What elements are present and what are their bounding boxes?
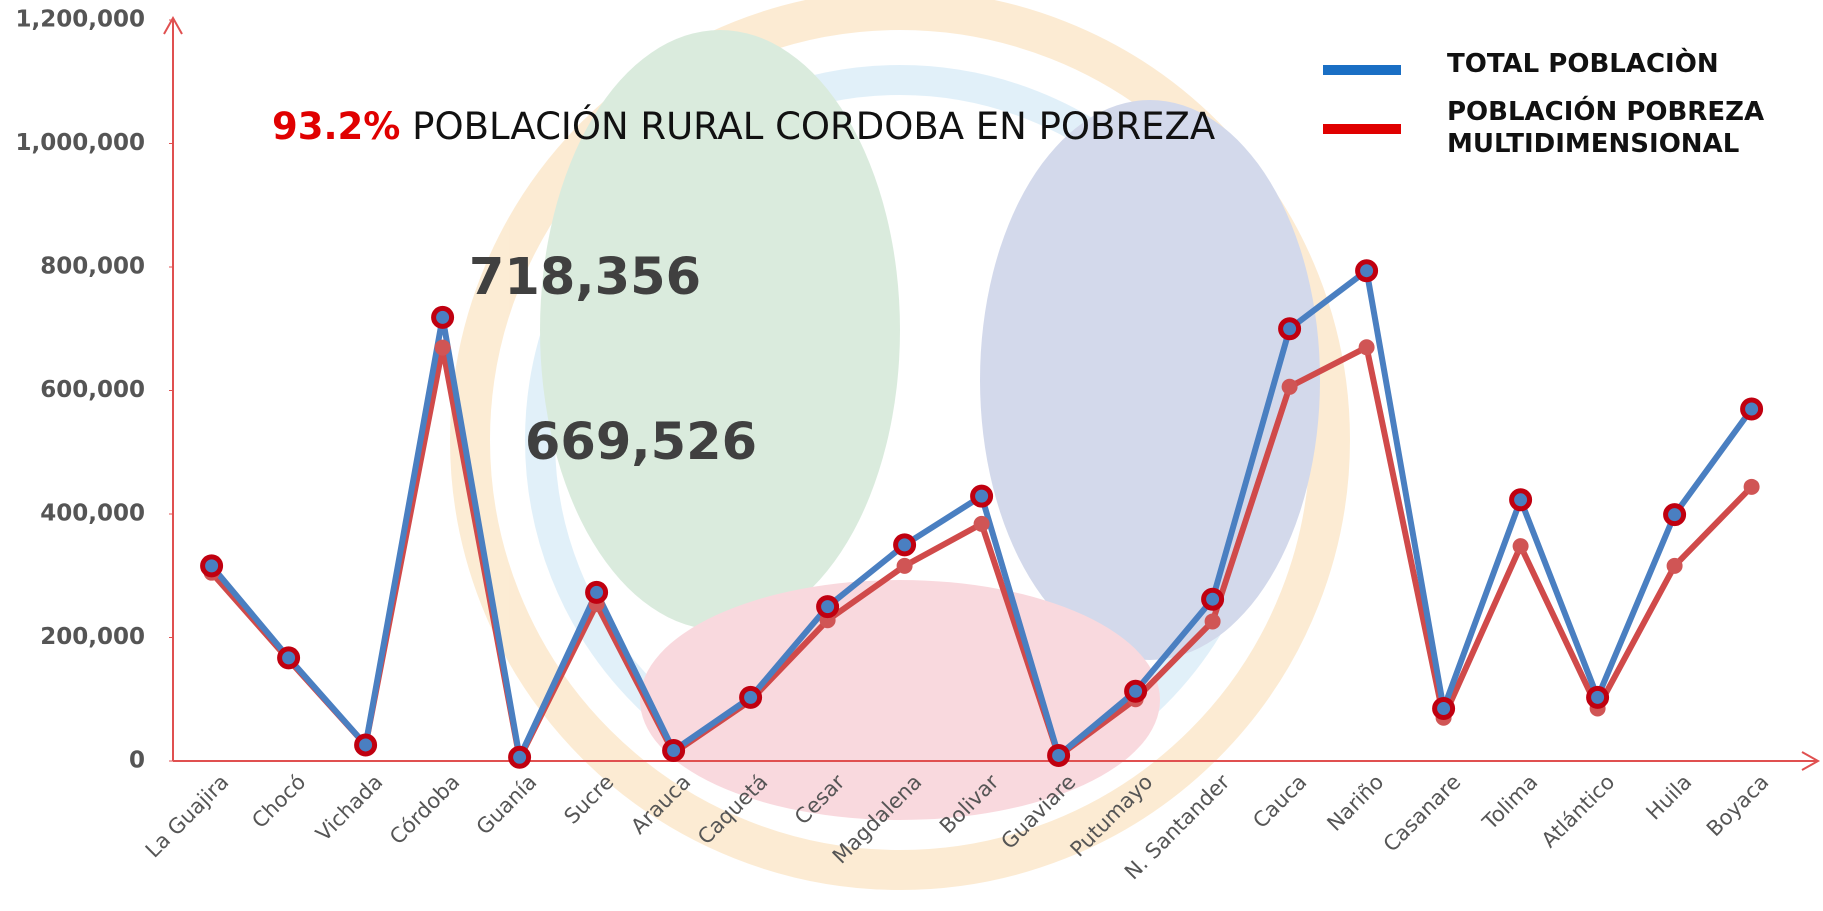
- point-marker: [1432, 697, 1456, 721]
- chart-title: 93.2% POBLACIÓN RURAL CORDOBA EN POBREZA: [272, 104, 1215, 148]
- y-tick-label: 600,000: [40, 377, 145, 403]
- point-marker: [1278, 317, 1302, 341]
- x-tick-label: Cauca: [1248, 770, 1311, 833]
- x-tick-label: Vichada: [311, 770, 387, 846]
- x-tick-label: Casanare: [1379, 770, 1466, 857]
- point-marker: [277, 646, 301, 670]
- point-marker: [508, 745, 532, 769]
- point-marker: [1666, 557, 1683, 574]
- point-marker: [1204, 613, 1221, 630]
- point-marker: [354, 733, 378, 757]
- legend-label: TOTAL POBLACIÒN: [1447, 49, 1719, 79]
- point-marker: [1358, 339, 1375, 356]
- legend-label: POBLACIÓN POBREZA MULTIDIMENSIONAL: [1447, 97, 1765, 159]
- point-marker: [431, 305, 455, 329]
- point-marker: [1047, 743, 1071, 767]
- y-axis-arrow: [163, 15, 183, 35]
- value-label: 718,356: [469, 248, 701, 307]
- title-part: POBLACIÓN RURAL CORDOBA EN POBREZA: [400, 104, 1215, 148]
- value-label: 669,526: [525, 413, 757, 472]
- point-marker: [970, 484, 994, 508]
- y-tick-label: 800,000: [40, 254, 145, 280]
- y-tick-label: 1,000,000: [16, 130, 146, 156]
- point-marker: [973, 515, 990, 532]
- y-tick-label: 0: [129, 748, 145, 774]
- point-marker: [434, 339, 451, 356]
- point-marker: [1509, 488, 1533, 512]
- x-tick-label: Nariño: [1322, 770, 1388, 836]
- point-marker: [1355, 259, 1379, 283]
- point-marker: [896, 557, 913, 574]
- y-tick-label: 200,000: [40, 624, 145, 650]
- point-marker: [1663, 503, 1687, 527]
- background-art: [450, 0, 1350, 890]
- x-tick-label: Tolima: [1477, 770, 1542, 835]
- x-tick-label: Huila: [1641, 770, 1696, 825]
- point-marker: [816, 595, 840, 619]
- point-marker: [200, 554, 224, 578]
- point-marker: [662, 739, 686, 763]
- point-marker: [1201, 587, 1225, 611]
- point-marker: [1281, 378, 1298, 395]
- x-axis-arrow: [1801, 751, 1821, 771]
- x-tick-label: Guanía: [472, 770, 542, 840]
- x-tick-label: Boyaca: [1702, 770, 1773, 841]
- y-tick-label: 1,200,000: [16, 7, 146, 33]
- point-marker: [1512, 538, 1529, 555]
- x-tick-label: La Guajira: [141, 770, 234, 863]
- x-tick-label: Sucre: [559, 770, 618, 829]
- y-tick-label: 400,000: [40, 501, 145, 527]
- point-marker: [739, 685, 763, 709]
- point-marker: [585, 580, 609, 604]
- point-marker: [893, 533, 917, 557]
- x-tick-label: Chocó: [247, 770, 310, 833]
- x-tick-label: Córdoba: [385, 770, 464, 849]
- x-tick-label: Atlántico: [1537, 770, 1620, 853]
- point-marker: [1743, 478, 1760, 495]
- point-marker: [1586, 685, 1610, 709]
- point-marker: [1124, 679, 1148, 703]
- point-marker: [1740, 397, 1764, 421]
- title-part: 93.2%: [272, 105, 400, 148]
